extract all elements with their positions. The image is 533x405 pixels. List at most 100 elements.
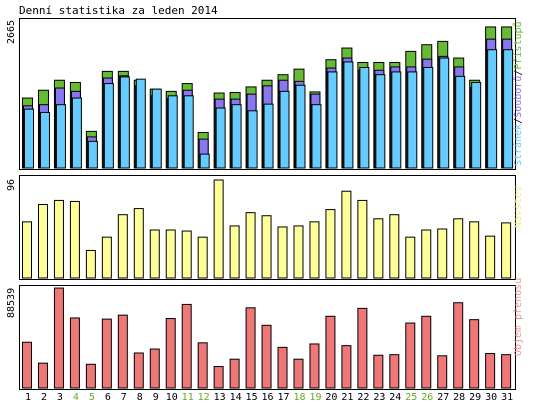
- transfer-bar-day-14: [229, 358, 240, 389]
- day-label-11: 11: [182, 392, 194, 403]
- visits-bar-day-28: [453, 218, 464, 279]
- pages-bar-day-2: [39, 111, 50, 169]
- legend-sep-1: /: [513, 118, 524, 124]
- visits-bar-day-19: [309, 221, 320, 279]
- visits-bar-day-25: [405, 236, 416, 279]
- transfer-bar-day-13: [213, 366, 224, 389]
- day-label-23: 23: [373, 392, 385, 403]
- pages-bar-day-19: [311, 104, 322, 169]
- visits-bar-day-7: [117, 214, 128, 279]
- pages-bar-day-31: [503, 49, 514, 169]
- transfer-bar-day-2: [37, 362, 48, 389]
- pages-bar-day-5: [87, 140, 98, 169]
- day-label-10: 10: [166, 392, 178, 403]
- pages-bar-day-8: [135, 78, 146, 169]
- visits-bar-day-27: [437, 228, 448, 279]
- transfer-bar-day-29: [469, 319, 480, 389]
- visits-bar-day-11: [181, 230, 192, 279]
- transfer-bar-day-9: [149, 348, 160, 389]
- day-label-3: 3: [57, 392, 63, 403]
- day-label-16: 16: [262, 392, 274, 403]
- transfer-bar-day-26: [421, 315, 432, 389]
- day-label-12: 12: [198, 392, 210, 403]
- transfer-bar-day-15: [245, 307, 256, 389]
- visits-bar-day-21: [341, 190, 352, 279]
- pages-bar-day-26: [423, 66, 434, 169]
- day-label-8: 8: [137, 392, 143, 403]
- day-label-29: 29: [469, 392, 481, 403]
- visits-bar-day-8: [133, 208, 144, 279]
- day-label-25: 25: [405, 392, 417, 403]
- transfer-bar-day-28: [453, 302, 464, 389]
- chart-title: Denní statistika za leden 2014: [19, 4, 218, 17]
- transfer-bar-day-16: [261, 324, 272, 389]
- transfer-bar-day-17: [277, 346, 288, 389]
- pages-bar-day-22: [359, 66, 370, 169]
- day-label-31: 31: [501, 392, 513, 403]
- transfer-bar-day-23: [373, 354, 384, 389]
- visits-bar-day-31: [501, 222, 512, 279]
- day-label-21: 21: [341, 392, 353, 403]
- visits-bar-day-16: [261, 215, 272, 279]
- transfer-bar-day-12: [197, 342, 208, 389]
- day-label-9: 9: [153, 392, 159, 403]
- pages-bar-day-20: [327, 71, 338, 169]
- transfer-bar-day-11: [181, 303, 192, 389]
- accesses-legend: Stránek/Souborů/Přístupů: [512, 21, 524, 166]
- transfer-bar-day-27: [437, 355, 448, 389]
- transfer-bar-day-19: [309, 343, 320, 389]
- accesses-max-label: 2665: [6, 20, 17, 44]
- day-label-27: 27: [437, 392, 449, 403]
- legend-pages: Stránek: [512, 124, 524, 166]
- day-axis-labels: 1 2 3 4 5 6 7 8 9 10 11 12 13 14 15 16 17 18 19 20 21 22 23 24 2…: [25, 392, 513, 403]
- pages-bar-day-23: [375, 74, 386, 169]
- pages-bar-day-28: [455, 75, 466, 169]
- transfer-bar-day-5: [85, 363, 96, 389]
- visits-bar-day-23: [373, 218, 384, 279]
- day-label-26: 26: [421, 392, 433, 403]
- day-label-1: 1: [25, 392, 31, 403]
- transfer-bar-day-30: [485, 353, 496, 389]
- day-label-14: 14: [230, 392, 242, 403]
- pages-bar-day-17: [279, 90, 290, 169]
- transfer-bars: [22, 287, 512, 389]
- pages-bar-day-18: [295, 84, 306, 169]
- day-label-19: 19: [309, 392, 321, 403]
- transfer-bar-day-1: [22, 341, 32, 389]
- visits-bar-day-3: [53, 199, 64, 279]
- transfer-legend: Objem přenosu: [512, 278, 524, 356]
- pages-bar-day-7: [119, 76, 130, 169]
- day-label-24: 24: [389, 392, 401, 403]
- visits-bar-day-2: [37, 204, 48, 279]
- visits-bar-day-6: [101, 236, 112, 279]
- day-label-28: 28: [453, 392, 465, 403]
- transfer-bar-day-31: [501, 354, 512, 389]
- visits-bar-day-10: [165, 229, 176, 279]
- visits-bar-day-13: [213, 179, 224, 279]
- transfer-bar-day-22: [357, 307, 368, 389]
- pages-bar-day-11: [183, 95, 194, 169]
- pages-bar-day-30: [487, 49, 498, 169]
- visits-bar-day-14: [229, 225, 240, 279]
- visits-bar-day-15: [245, 212, 256, 279]
- legend-sep-2: /: [513, 70, 524, 76]
- pages-bar-day-27: [439, 57, 450, 169]
- day-label-20: 20: [325, 392, 337, 403]
- pages-bar-day-9: [151, 88, 162, 169]
- day-label-22: 22: [357, 392, 369, 403]
- visits-bar-day-22: [357, 199, 368, 279]
- transfer-max-label: 88539: [6, 288, 17, 318]
- visits-bar-day-9: [149, 229, 160, 279]
- transfer-bar-day-24: [389, 354, 400, 389]
- visits-bar-day-29: [469, 221, 480, 279]
- pages-bar-day-21: [343, 61, 354, 169]
- visits-bar-day-18: [293, 225, 304, 279]
- pages-bar-day-14: [231, 104, 242, 169]
- visits-bar-day-30: [485, 235, 496, 279]
- pages-bar-day-4: [71, 97, 82, 169]
- pages-bar-day-16: [263, 103, 274, 169]
- transfer-bar-day-18: [293, 358, 304, 389]
- pages-bar-day-12: [199, 153, 210, 169]
- transfer-bar-day-10: [165, 318, 176, 389]
- transfer-bar-day-25: [405, 322, 416, 389]
